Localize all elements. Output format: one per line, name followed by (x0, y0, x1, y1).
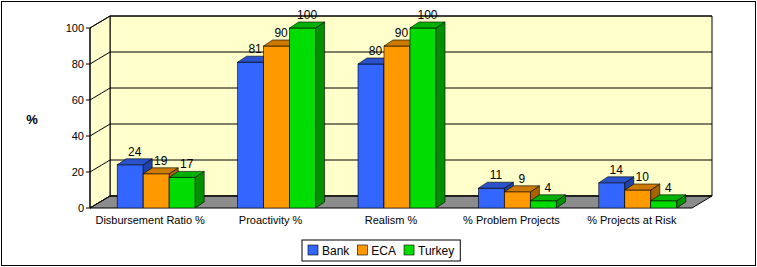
data-label: 100 (417, 8, 437, 22)
tick-label: 20 (72, 166, 84, 178)
tick-label: 100 (66, 22, 84, 34)
bar-front (410, 28, 436, 208)
grid-line (90, 16, 110, 28)
data-label: 80 (369, 44, 383, 58)
grid-line (90, 52, 110, 64)
bar-front (238, 62, 264, 208)
legend-swatch (404, 245, 414, 255)
data-label: 14 (610, 163, 624, 177)
bar-top (504, 186, 539, 192)
bar-top (625, 184, 660, 190)
y-axis (90, 28, 91, 208)
bar-front (384, 46, 410, 208)
bar-top (651, 195, 686, 201)
bar-front (264, 46, 290, 208)
data-label: 81 (248, 42, 262, 56)
data-label: 90 (395, 26, 409, 40)
legend: Bank ECA Turkey (302, 240, 460, 261)
frame (2, 2, 756, 266)
data-label: 100 (297, 8, 317, 22)
data-label: 10 (636, 170, 650, 184)
bar-front (358, 64, 384, 208)
grid-line (90, 160, 110, 172)
grid-line (110, 16, 712, 17)
bar-front (290, 28, 316, 208)
bar-top (143, 168, 178, 174)
data-label: 90 (274, 26, 288, 40)
category-label: % Projects at Risk (587, 214, 677, 226)
tick-label: 0 (78, 202, 84, 214)
bar-top (117, 159, 152, 165)
bar-side (436, 22, 445, 208)
bar-front (530, 201, 556, 208)
bar-top (478, 182, 513, 188)
bar-front (143, 174, 169, 208)
category-label: Disbursement Ratio % (95, 214, 205, 226)
bar-top (290, 22, 325, 28)
data-label: 4 (665, 181, 672, 195)
tick (86, 136, 90, 137)
bar-front (599, 183, 625, 208)
tick (86, 172, 90, 173)
legend-label: Bank (322, 244, 350, 258)
tick (86, 64, 90, 65)
data-label: 19 (154, 154, 168, 168)
category-label: Realism % (365, 214, 418, 226)
grid-line (90, 88, 110, 100)
bar-front (651, 201, 677, 208)
bar (651, 195, 686, 208)
grid-line (90, 124, 110, 136)
bar (169, 171, 204, 208)
bar (290, 22, 325, 208)
tick-label: 60 (72, 94, 84, 106)
legend-swatch (357, 245, 367, 255)
category-label: Proactivity % (239, 214, 303, 226)
data-label: 4 (545, 181, 552, 195)
data-labels: 24 19 17 81 90 100 80 90 100 11 9 4 14 10 4 (128, 8, 672, 195)
bar-top (530, 195, 565, 201)
tick (86, 208, 90, 209)
data-label: 9 (519, 172, 526, 186)
tick (86, 28, 90, 29)
category-label: % Problem Projects (463, 214, 560, 226)
legend-box (302, 240, 460, 261)
legend-label: ECA (371, 244, 396, 258)
y-axis-label: % (26, 112, 38, 127)
bar-front (625, 190, 651, 208)
data-label: 17 (180, 157, 194, 171)
bar (410, 22, 445, 208)
tick-label: 40 (72, 130, 84, 142)
side-wall (90, 16, 110, 208)
chart: 0 20 40 60 80 100% 24 19 17 81 90 100 80 90 100 11 9 4 14 1… (0, 0, 757, 267)
tick-label: 80 (72, 58, 84, 70)
bar-top (410, 22, 445, 28)
bar-front (504, 192, 530, 208)
bars (117, 22, 686, 208)
legend-swatch (308, 245, 318, 255)
data-label: 11 (490, 168, 503, 182)
legend-label: Turkey (418, 244, 454, 258)
bar-front (169, 177, 195, 208)
bar-front (117, 165, 143, 208)
bar-side (195, 171, 204, 208)
bar-top (599, 177, 634, 183)
grid-line (90, 196, 110, 208)
bar-side (316, 22, 325, 208)
bar-top (169, 171, 204, 177)
tick (86, 100, 90, 101)
bar (530, 195, 565, 208)
bar-front (478, 188, 504, 208)
data-label: 24 (128, 145, 142, 159)
